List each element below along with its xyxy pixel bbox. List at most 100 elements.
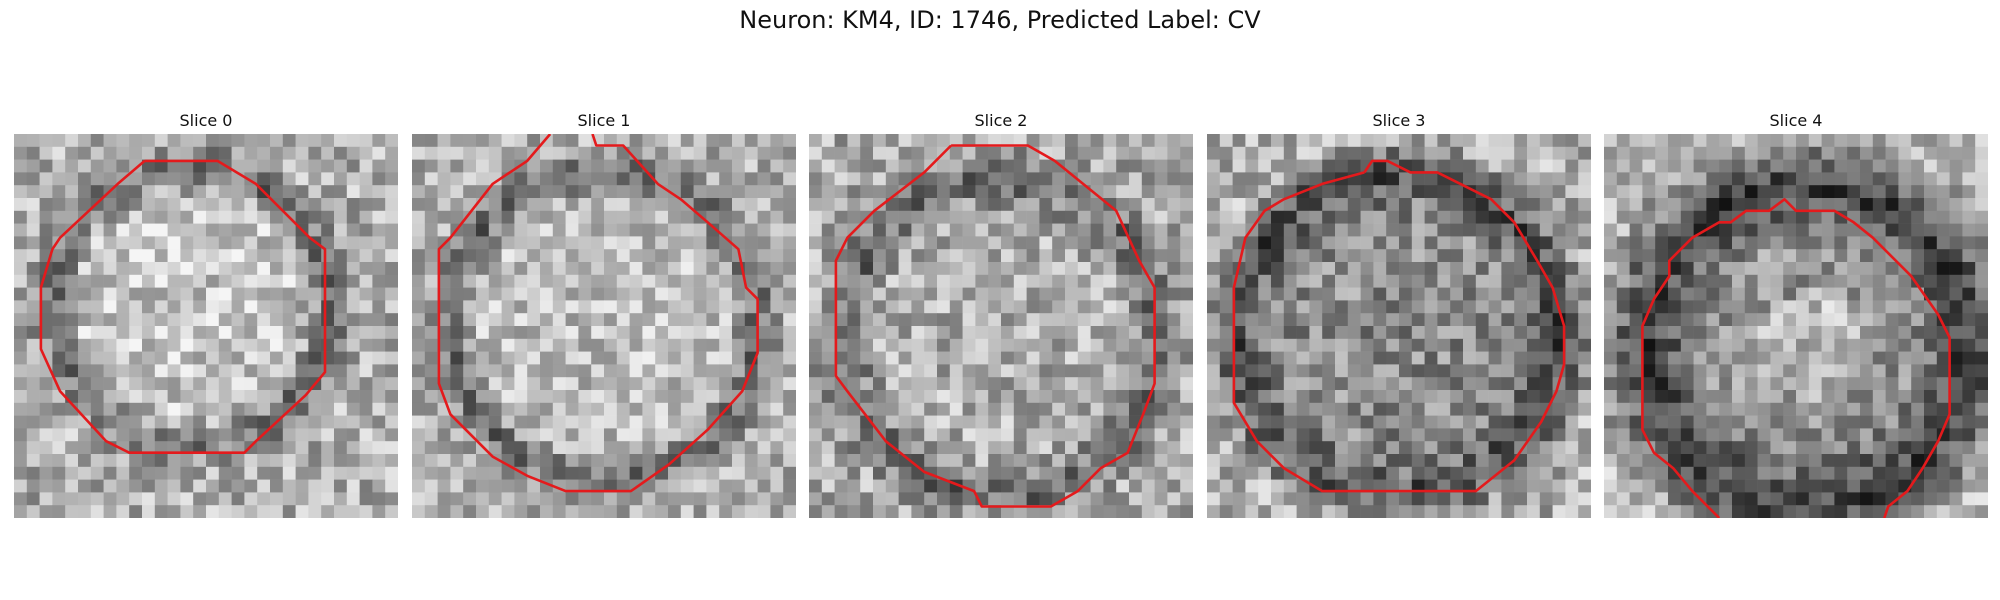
pixel-cell — [565, 185, 579, 199]
pixel-cell — [385, 492, 398, 506]
pixel-cell — [1962, 274, 1976, 288]
pixel-cell — [860, 441, 874, 455]
pixel-cell — [1141, 313, 1155, 327]
pixel-cell — [1655, 159, 1669, 173]
pixel-cell — [1501, 274, 1515, 288]
pixel-cell — [1232, 454, 1246, 468]
pixel-cell — [668, 402, 682, 416]
pixel-cell — [1475, 262, 1489, 276]
pixel-cell — [78, 479, 92, 493]
pixel-cell — [1129, 351, 1143, 365]
pixel-cell — [321, 505, 335, 518]
pixel-cell — [757, 262, 771, 276]
pixel-cell — [1949, 441, 1963, 455]
pixel-cell — [1373, 454, 1387, 468]
pixel-cell — [949, 210, 963, 224]
pixel-cell — [1437, 185, 1451, 199]
pixel-cell — [1180, 236, 1193, 250]
pixel-cell — [1539, 441, 1553, 455]
pixel-cell — [604, 262, 618, 276]
pixel-cell — [346, 326, 360, 340]
pixel-cell — [1616, 146, 1630, 160]
pixel-cell — [1757, 300, 1771, 314]
segmentation-contour — [1641, 198, 1951, 518]
pixel-cell — [1872, 326, 1886, 340]
pixel-cell — [231, 351, 245, 365]
pixel-cell — [90, 262, 104, 276]
pixel-cell — [1437, 249, 1451, 263]
pixel-cell — [501, 338, 515, 352]
pixel-cell — [962, 249, 976, 263]
pixel-cell — [975, 505, 989, 518]
pixel-cell — [52, 274, 66, 288]
pixel-cell — [1604, 492, 1618, 506]
pixel-cell — [1013, 402, 1027, 416]
pixel-cell — [1116, 262, 1130, 276]
pixel-cell — [1719, 185, 1733, 199]
pixel-cell — [809, 159, 823, 173]
pixel-cell — [295, 287, 309, 301]
pixel-cell — [1013, 236, 1027, 250]
pixel-cell — [231, 198, 245, 212]
pixel-cell — [1770, 364, 1784, 378]
pixel-cell — [1167, 364, 1181, 378]
pixel-cell — [757, 313, 771, 327]
pixel-cell — [385, 262, 398, 276]
pixel-cell — [924, 377, 938, 391]
pixel-cell — [412, 185, 426, 199]
pixel-cell — [885, 223, 899, 237]
pixel-cell — [732, 505, 746, 518]
slice-2-panel: Slice 2 — [809, 108, 1193, 518]
pixel-cell — [193, 505, 207, 518]
pixel-cell — [437, 326, 451, 340]
pixel-cell — [476, 415, 490, 429]
pixel-cell — [359, 415, 373, 429]
pixel-cell — [142, 428, 156, 442]
pixel-cell — [1655, 377, 1669, 391]
pixel-cell — [90, 479, 104, 493]
pixel-cell — [1975, 198, 1988, 212]
pixel-cell — [1232, 466, 1246, 480]
pixel-cell — [1450, 198, 1464, 212]
pixel-cell — [1616, 236, 1630, 250]
pixel-cell — [103, 300, 117, 314]
pixel-cell — [180, 479, 194, 493]
pixel-cell — [1219, 223, 1233, 237]
pixel-cell — [655, 351, 669, 365]
pixel-cell — [1116, 313, 1130, 327]
pixel-cell — [565, 172, 579, 186]
pixel-cell — [129, 402, 143, 416]
pixel-cell — [270, 249, 284, 263]
pixel-cell — [385, 185, 398, 199]
pixel-cell — [1167, 326, 1181, 340]
pixel-cell — [911, 428, 925, 442]
pixel-cell — [244, 428, 258, 442]
pixel-cell — [1386, 479, 1400, 493]
pixel-cell — [1796, 441, 1810, 455]
pixel-cell — [655, 223, 669, 237]
pixel-cell — [65, 249, 79, 263]
pixel-cell — [1154, 364, 1168, 378]
pixel-cell — [1847, 313, 1861, 327]
pixel-cell — [450, 262, 464, 276]
pixel-cell — [1719, 377, 1733, 391]
pixel-cell — [719, 338, 733, 352]
pixel-cell — [1001, 249, 1015, 263]
pixel-cell — [78, 172, 92, 186]
pixel-cell — [1129, 492, 1143, 506]
pixel-cell — [552, 441, 566, 455]
pixel-cell — [1552, 172, 1566, 186]
pixel-cell — [975, 287, 989, 301]
pixel-cell — [783, 159, 796, 173]
pixel-cell — [1475, 428, 1489, 442]
pixel-cell — [1501, 313, 1515, 327]
pixel-cell — [116, 274, 130, 288]
pixel-cell — [1629, 287, 1643, 301]
pixel-cell — [1488, 351, 1502, 365]
pixel-cell — [1770, 326, 1784, 340]
pixel-cell — [591, 454, 605, 468]
pixel-cell — [142, 326, 156, 340]
pixel-cell — [1565, 415, 1579, 429]
pixel-cell — [1090, 505, 1104, 518]
pixel-cell — [1616, 466, 1630, 480]
